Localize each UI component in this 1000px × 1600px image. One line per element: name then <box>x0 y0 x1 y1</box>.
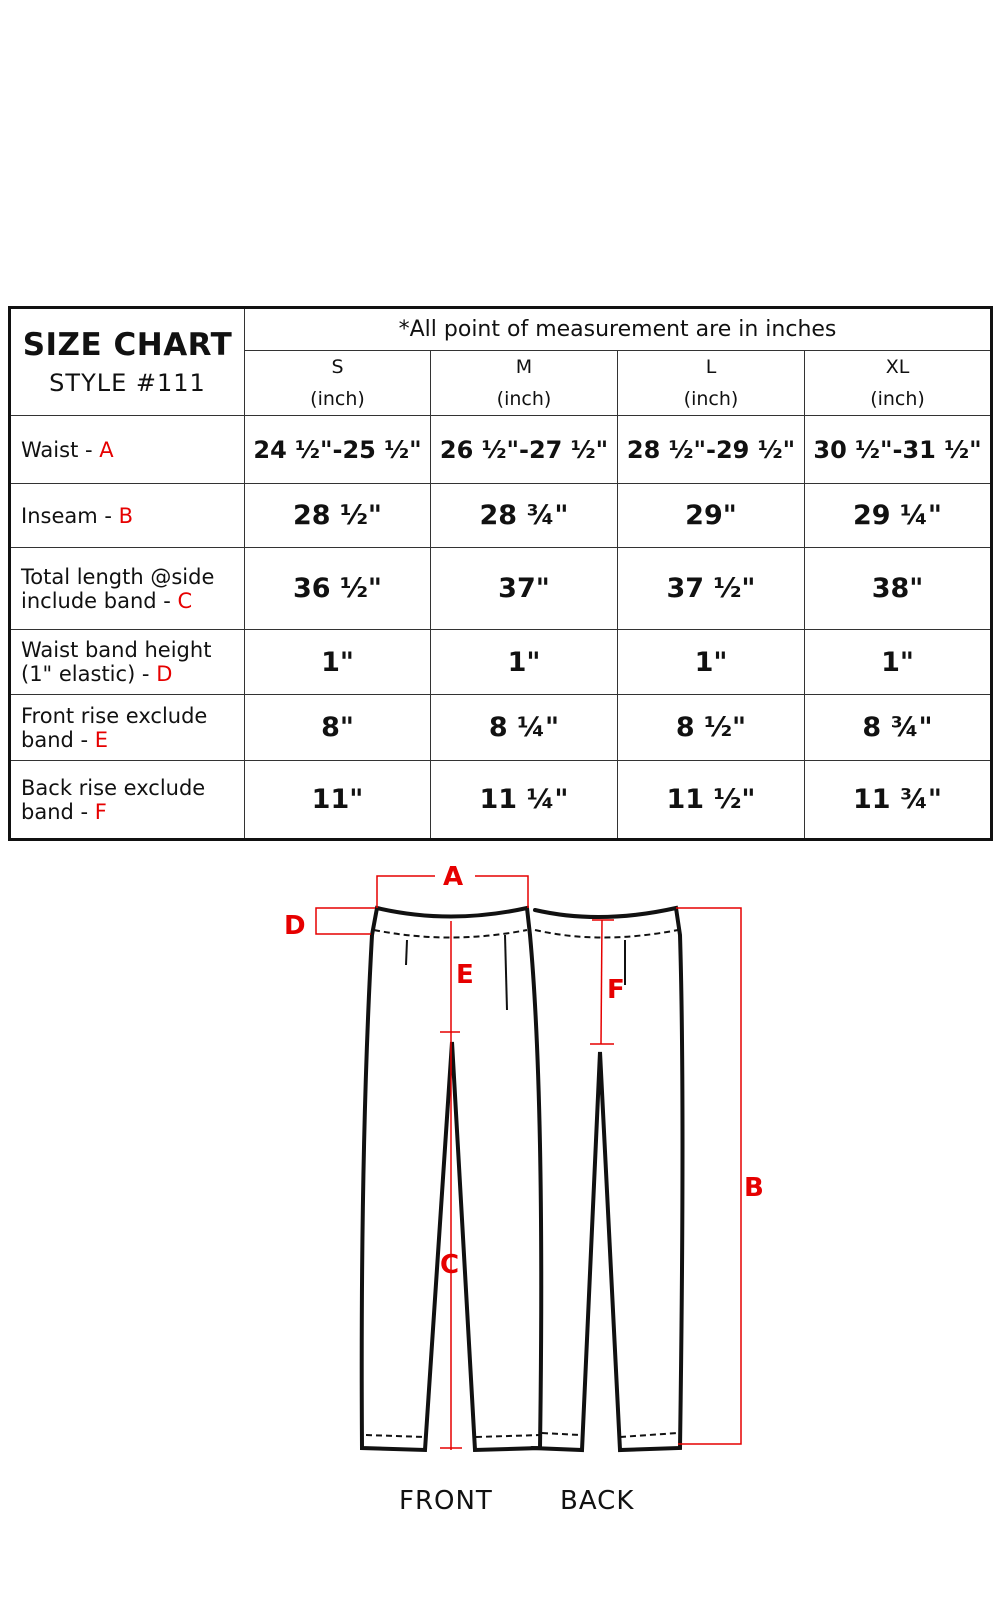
label-code: A <box>99 437 114 462</box>
measurement-value: 28 ½" <box>244 483 431 548</box>
size-header-row: S (inch) M (inch) L (inch) XL (inch) <box>10 350 993 416</box>
size-name: XL <box>885 356 910 378</box>
label-text: Total length @side include band - <box>21 564 215 613</box>
chart-title: SIZE CHART <box>22 327 233 363</box>
size-header-xl: XL (inch) <box>803 350 993 416</box>
measurement-value: 28 ½"-29 ½" <box>617 415 805 484</box>
measurement-label: Total length @side include band - C <box>9 547 245 630</box>
measurement-value: 29" <box>617 483 805 548</box>
measurement-value: 1" <box>244 629 431 695</box>
measurement-value: 11 ¼" <box>430 760 618 840</box>
marker-e: E <box>456 960 474 990</box>
label-code: D <box>156 662 173 686</box>
measurement-value: 38" <box>803 547 993 630</box>
size-name: S <box>331 356 344 378</box>
label-code: B <box>118 503 134 528</box>
measurement-value: 11" <box>244 760 431 840</box>
back-label: BACK <box>560 1486 635 1516</box>
measurement-value: 28 ¾" <box>430 483 618 548</box>
table-row: Waist - A 24 ½"-25 ½" 26 ½"-27 ½" 28 ½"-29 … <box>9 415 993 484</box>
label-code: F <box>94 799 107 824</box>
label-code: E <box>94 727 109 752</box>
marker-f: F <box>607 975 625 1005</box>
label-text: Front rise exclude band - <box>21 703 208 752</box>
measurement-value: 8 ¼" <box>430 694 618 761</box>
measurement-value: 1" <box>617 629 805 695</box>
measurement-value: 26 ½"-27 ½" <box>430 415 618 484</box>
size-unit: (inch) <box>683 388 739 410</box>
measurement-value: 1" <box>803 629 993 695</box>
size-chart-table: SIZE CHART STYLE #111 *All point of meas… <box>8 306 994 841</box>
label-text: Waist - <box>21 437 100 462</box>
table-row: Waist band height (1" elastic) - D 1" 1" 1"… <box>9 629 993 695</box>
label-code: C <box>177 588 193 613</box>
front-pants-outline <box>359 905 685 1453</box>
measurement-label: Waist - A <box>9 415 245 484</box>
style-number: STYLE #111 <box>49 369 206 397</box>
size-header-l: L (inch) <box>617 350 805 416</box>
marker-b: B <box>744 1173 764 1203</box>
measurement-value: 24 ½"-25 ½" <box>244 415 431 484</box>
table-row: Back rise exclude band - F 11" 11 ¼" 11 ½" 1… <box>9 760 993 840</box>
size-unit: (inch) <box>496 388 552 410</box>
size-name: M <box>515 356 533 378</box>
label-text: Waist band height (1" elastic) - <box>21 638 212 686</box>
front-label: FRONT <box>399 1486 493 1516</box>
marker-d: D <box>284 911 306 941</box>
measurement-lines <box>315 875 742 1450</box>
measurement-value: 30 ½"-31 ½" <box>803 415 993 484</box>
measurement-value: 8 ½" <box>617 694 805 761</box>
measurement-value: 8 ¾" <box>803 694 993 761</box>
title-cell: SIZE CHART STYLE #111 <box>9 307 245 416</box>
marker-c: C <box>440 1250 459 1280</box>
size-unit: (inch) <box>310 388 365 410</box>
measurement-value: 29 ¼" <box>803 483 993 548</box>
measurement-label: Front rise exclude band - E <box>9 694 245 761</box>
measurement-value: 37" <box>430 547 618 630</box>
measurement-value: 11 ½" <box>617 760 805 840</box>
waistband-stitching <box>365 929 679 1438</box>
pleat-lines <box>405 934 626 1011</box>
measurement-value: 11 ¾" <box>803 760 993 840</box>
size-name: L <box>705 356 717 378</box>
size-header-s: S (inch) <box>244 350 431 416</box>
size-header-m: M (inch) <box>430 350 618 416</box>
table-row: Inseam - B 28 ½" 28 ¾" 29" 29 ¼" <box>9 483 993 548</box>
size-unit: (inch) <box>870 388 925 410</box>
label-text: Back rise exclude band - <box>21 775 206 824</box>
measurement-label: Waist band height (1" elastic) - D <box>9 629 245 695</box>
label-text: Inseam - <box>21 503 119 528</box>
measurement-label: Back rise exclude band - F <box>9 760 245 840</box>
marker-a: A <box>443 862 463 892</box>
